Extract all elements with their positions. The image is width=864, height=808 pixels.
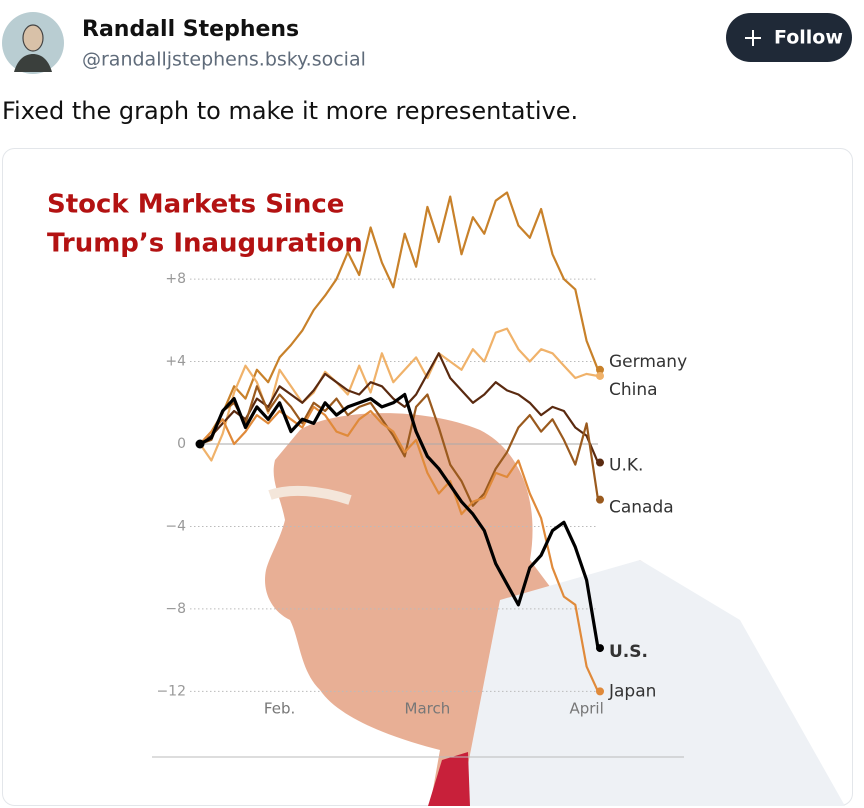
start-dot [195,439,205,449]
end-dot [596,495,604,504]
end-dot [596,687,604,696]
follow-button[interactable] [726,13,852,62]
series-line [199,385,600,507]
series-line [199,392,600,649]
tie [428,752,470,806]
avatar-face [22,24,44,52]
follow-label[interactable]: Follow [774,27,843,49]
x-tick-label: March [405,700,451,718]
y-tick-label: −12 [156,683,186,699]
y-tick-label: −4 [165,518,186,534]
x-tick-label: Feb. [264,700,295,718]
y-tick-label: 0 [177,436,186,452]
series-line [199,191,600,445]
avatar-body [14,54,52,72]
author-handle[interactable]: @randalljstephens.bsky.social [82,49,366,71]
legend-label: Germany [609,352,687,372]
shirt [460,560,845,806]
author-name[interactable]: Randall Stephens [82,17,299,42]
legend-label: Japan [608,681,656,701]
legend-label: U.K. [609,456,643,476]
chart-title: Stock Markets Since [47,190,344,220]
legend-label: U.S. [609,642,648,662]
end-dot [596,365,604,374]
end-dot [596,644,604,653]
legend-label: Canada [609,498,674,518]
post-text: Fixed the graph to make it more represen… [2,97,578,125]
eyebrow [268,485,352,505]
chart-title: Trump’s Inauguration [47,229,363,259]
series-line [199,405,599,692]
x-tick-label: April [569,700,603,718]
y-tick-label: −8 [165,601,186,617]
plus-icon [745,30,761,46]
end-dot [596,371,604,380]
end-dot [596,458,604,467]
y-tick-label: +8 [165,271,186,287]
photo [265,413,845,806]
legend-label: China [609,380,658,400]
y-tick-label: +4 [165,354,186,370]
